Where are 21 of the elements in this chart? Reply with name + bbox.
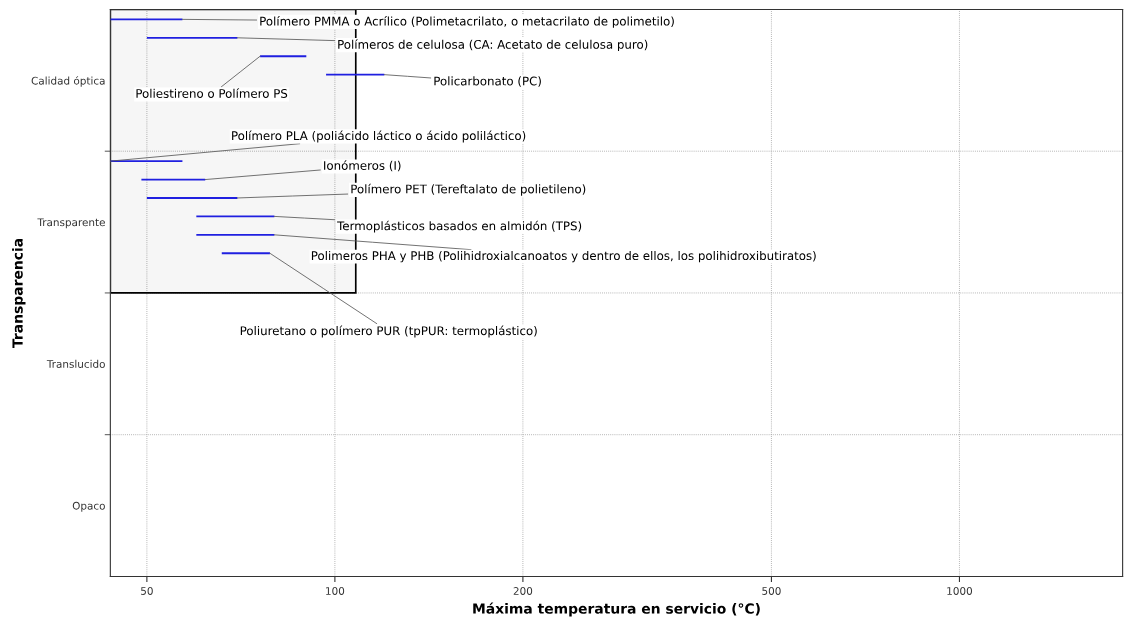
- text: Ionómeros (I): [324, 160, 401, 172]
- x-tick-label: 1000: [947, 587, 973, 595]
- y-tick-label: Translucido: [46, 359, 105, 368]
- text: Polímero PET (Tereftalato de polietileno): [351, 183, 586, 196]
- y-axis-title: Transparencia: [12, 238, 26, 348]
- text: Polímero PLA (poliácido láctico o ácido poliláctico): [232, 130, 526, 143]
- x-tick-label: 200: [513, 587, 533, 595]
- y-tick-label: Calidad óptica: [31, 76, 105, 87]
- x-tick-label: 100: [326, 587, 345, 595]
- text: Polimeros PHA y PHB (Polihidroxialcanoatos y dentro de ellos, los polihidroxibutiratos): [311, 250, 816, 263]
- text: Poliuretano o polímero PUR (tpPUR: termoplástico): [240, 325, 537, 338]
- text: Polímero PMMA o Acrílico (Polimetacrilato, o metacrilato de polimetilo): [260, 15, 674, 28]
- text: Policarbonato (PC): [434, 76, 541, 87]
- x-tick-label: 500: [762, 587, 781, 595]
- y-tick-label: Opaco: [72, 501, 105, 512]
- x-tick-label: 50: [141, 587, 153, 595]
- text: Poliestireno o Polímero PS: [136, 88, 288, 98]
- text: Polímeros de celulosa (CA: Acetato de celulosa puro): [338, 39, 648, 52]
- text: Termoplásticos basados en almidón (TPS): [337, 220, 582, 233]
- x-axis-title: Máxima temperatura en servicio (°C): [473, 602, 760, 617]
- y-tick-label: Transparente: [37, 218, 105, 229]
